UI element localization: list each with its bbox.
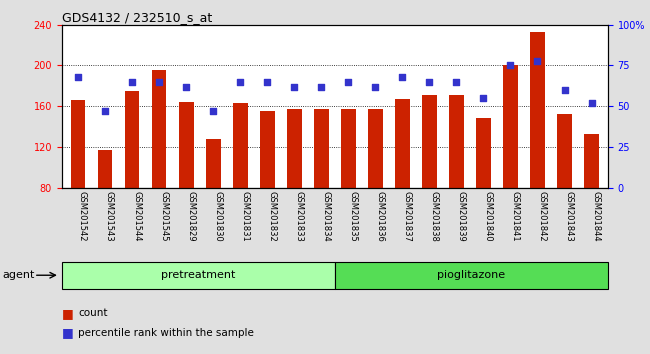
Point — [208, 108, 218, 114]
Point — [316, 84, 326, 90]
Point — [478, 95, 489, 101]
Text: pioglitazone: pioglitazone — [437, 270, 505, 280]
Bar — [368, 109, 383, 188]
Text: GDS4132 / 232510_s_at: GDS4132 / 232510_s_at — [62, 11, 212, 24]
Text: GSM201838: GSM201838 — [430, 191, 438, 242]
Point — [424, 79, 435, 85]
Point — [505, 63, 515, 68]
Bar — [557, 114, 572, 188]
Point — [586, 100, 597, 106]
Text: GSM201544: GSM201544 — [132, 191, 141, 242]
Text: ■: ■ — [62, 307, 73, 320]
Bar — [205, 139, 220, 188]
Text: GSM201832: GSM201832 — [267, 191, 276, 242]
Point — [181, 84, 191, 90]
Text: GSM201834: GSM201834 — [321, 191, 330, 242]
Text: percentile rank within the sample: percentile rank within the sample — [78, 328, 254, 338]
Bar — [260, 111, 274, 188]
Bar — [341, 109, 356, 188]
Bar — [584, 134, 599, 188]
Text: GSM201841: GSM201841 — [510, 191, 519, 242]
Text: GSM201843: GSM201843 — [564, 191, 573, 242]
Bar — [422, 95, 437, 188]
Point — [289, 84, 300, 90]
Bar — [125, 91, 140, 188]
Text: GSM201833: GSM201833 — [294, 191, 303, 242]
Text: agent: agent — [2, 270, 34, 280]
Bar — [530, 32, 545, 188]
Text: GSM201837: GSM201837 — [402, 191, 411, 242]
Text: GSM201844: GSM201844 — [592, 191, 601, 242]
Point — [451, 79, 462, 85]
Point — [343, 79, 354, 85]
Text: GSM201836: GSM201836 — [375, 191, 384, 242]
Point — [154, 79, 164, 85]
Bar — [503, 65, 518, 188]
Bar — [179, 102, 194, 188]
Text: pretreatment: pretreatment — [161, 270, 235, 280]
Bar — [395, 99, 410, 188]
Bar — [449, 95, 464, 188]
Bar — [71, 100, 85, 188]
Point — [370, 84, 380, 90]
Point — [73, 74, 83, 80]
Point — [127, 79, 137, 85]
Point — [262, 79, 272, 85]
Bar — [476, 118, 491, 188]
Text: GSM201842: GSM201842 — [538, 191, 547, 242]
Text: GSM201543: GSM201543 — [105, 191, 114, 242]
Bar — [98, 150, 112, 188]
Bar — [151, 70, 166, 188]
Text: GSM201839: GSM201839 — [456, 191, 465, 242]
Text: GSM201830: GSM201830 — [213, 191, 222, 242]
Text: GSM201840: GSM201840 — [484, 191, 493, 242]
Point — [397, 74, 408, 80]
Bar — [335, 262, 608, 289]
Text: GSM201835: GSM201835 — [348, 191, 358, 242]
Bar — [287, 109, 302, 188]
Text: GSM201831: GSM201831 — [240, 191, 249, 242]
Bar — [314, 109, 329, 188]
Point — [532, 58, 543, 63]
Text: GSM201542: GSM201542 — [78, 191, 87, 242]
Point — [235, 79, 245, 85]
Point — [559, 87, 569, 93]
Bar — [62, 262, 335, 289]
Point — [100, 108, 110, 114]
Bar — [233, 103, 248, 188]
Text: GSM201545: GSM201545 — [159, 191, 168, 242]
Text: GSM201829: GSM201829 — [186, 191, 195, 242]
Text: ■: ■ — [62, 326, 73, 339]
Text: count: count — [78, 308, 107, 318]
